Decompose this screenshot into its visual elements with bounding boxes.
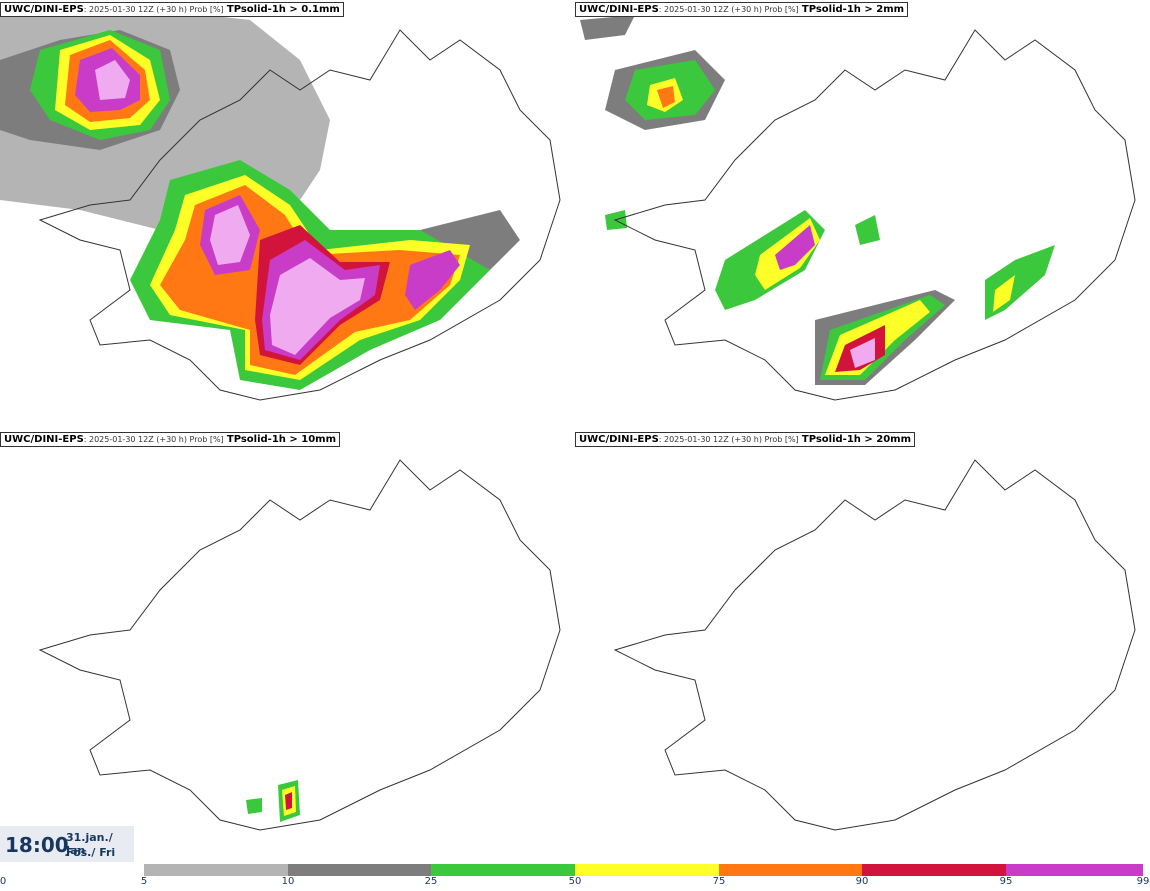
legend-color-band (575, 864, 719, 876)
panel-title: UWC/DINI-EPS: 2025-01-30 12Z (+30 h) Pro… (575, 2, 909, 17)
run-info: : 2025-01-30 12Z (+30 h) Prob [%] (658, 435, 799, 444)
prob-field (246, 780, 300, 822)
prob-field (0, 10, 520, 390)
legend-tick-label: 75 (712, 876, 726, 887)
map-panel-20mm: UWC/DINI-EPS: 2025-01-30 12Z (+30 h) Pro… (575, 430, 1150, 860)
valid-day: Fös./ Fri (66, 846, 116, 859)
run-info: : 2025-01-30 12Z (+30 h) Prob [%] (83, 435, 224, 444)
iceland-coastline (613, 459, 1136, 831)
legend-tick-label: 10 (281, 876, 295, 887)
probability-map (0, 10, 561, 401)
legend-tick-label: 99 (1136, 876, 1150, 887)
model-name: UWC/DINI-EPS (579, 4, 659, 15)
model-name: UWC/DINI-EPS (579, 434, 659, 445)
model-name: UWC/DINI-EPS (4, 4, 84, 15)
iceland-coastline (613, 29, 1136, 401)
panel-title: UWC/DINI-EPS: 2025-01-30 12Z (+30 h) Pro… (0, 2, 344, 17)
probability-map (38, 459, 561, 831)
model-name: UWC/DINI-EPS (4, 434, 84, 445)
legend-color-band (144, 864, 288, 876)
valid-time: 18:00 (5, 833, 69, 857)
map-panel-2mm: UWC/DINI-EPS: 2025-01-30 12Z (+30 h) Pro… (575, 0, 1150, 430)
run-info: : 2025-01-30 12Z (+30 h) Prob [%] (83, 5, 224, 14)
legend-tick-label: 0 (0, 876, 7, 887)
color-legend: 0 5 10 25 50 75 90 95 99 (0, 862, 1150, 891)
legend-color-band (288, 864, 431, 876)
legend-tick-label: 50 (568, 876, 582, 887)
legend-color-band (719, 864, 862, 876)
map-panel-10mm: UWC/DINI-EPS: 2025-01-30 12Z (+30 h) Pro… (0, 430, 575, 860)
legend-color-band (862, 864, 1006, 876)
probability-map (613, 459, 1136, 831)
valid-date: 31.jan./ Jan (66, 831, 113, 857)
legend-color-band (431, 864, 575, 876)
prob-field (580, 15, 1055, 385)
iceland-coastline (38, 29, 561, 401)
parameter-label: TPsolid-1h > 20mm (801, 434, 912, 445)
parameter-label: TPsolid-1h > 0.1mm (226, 4, 340, 15)
map-panel-0p1mm: UWC/DINI-EPS: 2025-01-30 12Z (+30 h) Pro… (0, 0, 575, 430)
parameter-label: TPsolid-1h > 10mm (226, 434, 337, 445)
legend-tick-label: 25 (424, 876, 438, 887)
legend-color-band (1006, 864, 1143, 876)
probability-map (580, 15, 1136, 401)
valid-time-box: 18:00 31.jan./ Jan Fös./ Fri (0, 826, 134, 862)
run-info: : 2025-01-30 12Z (+30 h) Prob [%] (658, 5, 799, 14)
panel-title: UWC/DINI-EPS: 2025-01-30 12Z (+30 h) Pro… (575, 432, 916, 447)
legend-tick-label: 90 (855, 876, 869, 887)
legend-tick-label: 95 (999, 876, 1013, 887)
legend-tick-label: 5 (140, 876, 148, 887)
parameter-label: TPsolid-1h > 2mm (801, 4, 905, 15)
iceland-coastline (38, 459, 561, 831)
panel-title: UWC/DINI-EPS: 2025-01-30 12Z (+30 h) Pro… (0, 432, 341, 447)
